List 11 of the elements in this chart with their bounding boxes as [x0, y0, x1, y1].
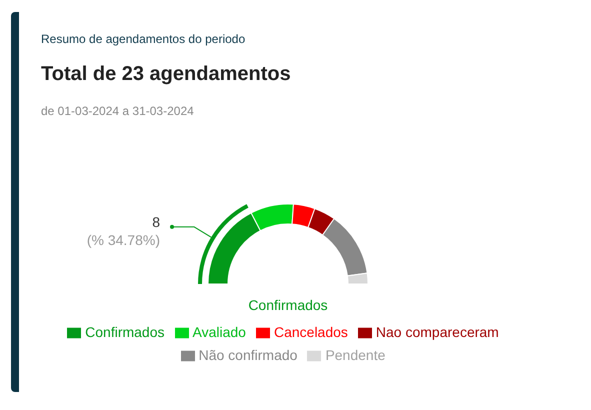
- legend-label: Pendente: [325, 347, 386, 363]
- chart-title: Total de 23 agendamentos: [41, 62, 291, 86]
- chart-subtitle: de 01-03-2024 a 31-03-2024: [41, 104, 194, 118]
- category-label: Confirmados: [248, 297, 328, 313]
- legend-label: Cancelados: [274, 324, 348, 340]
- text: Resumo de agendamentos do periodo: [41, 32, 246, 46]
- legend-label: Nao compareceram: [376, 324, 499, 340]
- legend-label: Avaliado: [192, 324, 246, 340]
- legend-label: Não confirmado: [198, 347, 298, 363]
- legend-label: Confirmados: [85, 324, 165, 340]
- data-label: 8 (% 34.78%): [86, 214, 160, 248]
